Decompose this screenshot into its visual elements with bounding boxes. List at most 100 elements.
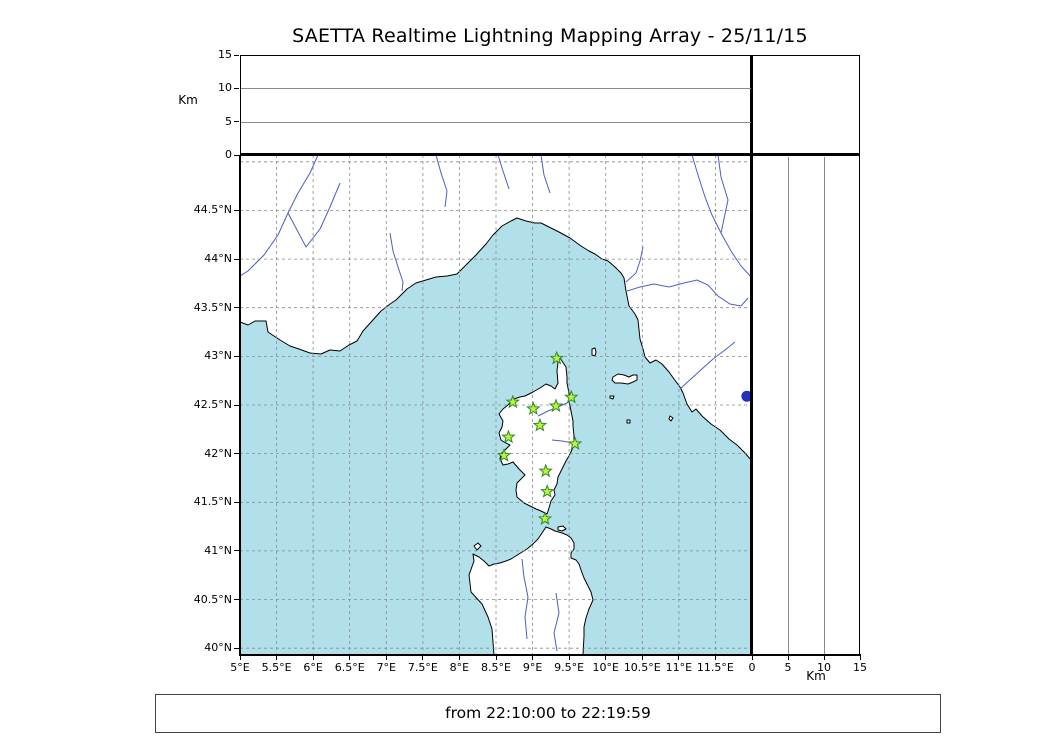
station-star (539, 483, 555, 498)
river (717, 155, 729, 234)
x-tick-mark (422, 656, 424, 660)
x-tick-mark (605, 656, 607, 660)
alt-tick-mark (234, 154, 239, 156)
river (389, 232, 404, 292)
y-tick-label: 42.5°N (193, 398, 232, 411)
y-tick-mark (234, 404, 239, 406)
alt-tick-label: 5 (225, 114, 232, 128)
y-tick-mark (234, 355, 239, 357)
river (626, 279, 749, 307)
island-asinara (473, 542, 482, 551)
y-tick-label: 41°N (204, 543, 232, 557)
x-tick-mark (385, 656, 387, 660)
x-tick-label: 8°E (449, 661, 470, 674)
histogram-corner-panel (752, 55, 860, 155)
altitude-longitude-panel (240, 55, 752, 155)
alt-tick-label: 5 (784, 661, 792, 674)
river (435, 155, 448, 208)
island-pianosa (609, 395, 615, 400)
x-tick-mark (714, 656, 716, 660)
lake-bolsena (741, 390, 752, 402)
y-tick-mark (234, 453, 239, 455)
y-tick-label: 41.5°N (193, 495, 232, 509)
y-tick-label: 42°N (204, 446, 232, 460)
x-tick-label: 5°E (230, 661, 250, 674)
x-tick-mark (276, 656, 278, 660)
river (691, 155, 752, 279)
river (287, 182, 341, 248)
altitude-latitude-panel (752, 155, 860, 655)
x-tick-label: 7°E (376, 661, 397, 674)
y-tick-mark (234, 501, 239, 503)
frame-map-left-edge (239, 155, 241, 655)
alt-tick-label: 10 (218, 81, 232, 95)
alt-tick-label: 0 (225, 148, 232, 161)
x-tick-label: 11°E (665, 661, 693, 674)
alt-tick-label: 15 (853, 661, 867, 674)
island-montecristo (626, 419, 631, 424)
y-tick-label: 43°N (204, 349, 232, 363)
coast-france-italy (240, 155, 752, 462)
river (625, 246, 644, 283)
x-tick-label: 10.5°E (623, 661, 661, 674)
station-star (501, 429, 516, 444)
station-star (537, 511, 553, 525)
x-tick-label: 8.5°E (481, 661, 511, 674)
island-capraia (591, 347, 597, 357)
right-panel-gridline (788, 157, 789, 654)
y-tick-label: 44.5°N (193, 203, 232, 217)
station-star (567, 436, 583, 451)
station-star (564, 389, 579, 404)
landmasses (240, 155, 752, 655)
x-tick-mark (641, 656, 643, 660)
stations-layer (496, 350, 583, 525)
x-tick-mark (239, 656, 241, 660)
frame-divider-vertical-thick (750, 55, 753, 655)
y-tick-mark (234, 599, 239, 601)
island-elba (611, 373, 638, 385)
y-tick-mark (234, 647, 239, 649)
island-giglio (668, 415, 674, 422)
map-svg (240, 155, 752, 655)
x-tick-label: 7.5°E (407, 661, 438, 674)
top-panel-gridline (241, 88, 751, 90)
station-star (549, 350, 564, 365)
y-tick-label: 43.5°N (193, 300, 232, 314)
top-panel-gridline (241, 121, 751, 123)
map-gridlines (240, 155, 752, 655)
x-tick-mark (312, 656, 314, 660)
station-star (538, 463, 553, 478)
y-tick-label: 40.5°N (193, 592, 232, 606)
sardinia (468, 526, 594, 655)
river (521, 558, 529, 640)
x-tick-mark (532, 656, 534, 660)
river (679, 341, 736, 390)
y-tick-mark (234, 550, 239, 552)
corsica (498, 354, 575, 515)
x-tick-label: 9.5°E (554, 661, 585, 674)
x-tick-label: 6°E (303, 661, 323, 674)
alt-tick-mark (751, 656, 753, 660)
station-star (526, 401, 541, 416)
station-star (548, 398, 564, 413)
alt-tick-label: 0 (748, 661, 756, 674)
right-panel-gridline (824, 157, 825, 654)
alt-tick-mark (823, 656, 825, 660)
x-tick-label: 9°E (522, 661, 543, 674)
y-tick-mark (234, 209, 239, 211)
x-tick-mark (349, 656, 351, 660)
x-tick-label: 10°E (592, 661, 619, 674)
frame-right-edge (859, 55, 860, 655)
alt-tick-mark (234, 54, 239, 56)
x-tick-mark (458, 656, 460, 660)
y-tick-label: 40°N (204, 641, 232, 655)
x-tick-label: 6.5°E (334, 661, 365, 674)
alt-tick-mark (234, 87, 239, 89)
island-maddalena (557, 525, 567, 532)
alt-tick-mark (787, 656, 789, 660)
y-tick-label: 44°N (204, 252, 232, 266)
time-range-box: from 22:10:00 to 22:19:59 (155, 694, 941, 733)
frame-bottom-edge (239, 654, 861, 656)
figure-title: SAETTA Realtime Lightning Mapping Array … (292, 25, 808, 47)
